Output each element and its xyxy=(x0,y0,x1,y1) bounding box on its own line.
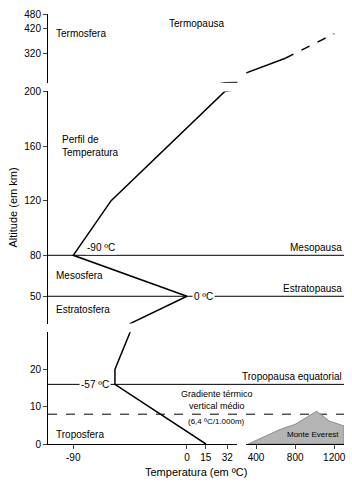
svg-text:Tropopausa equatorial: Tropopausa equatorial xyxy=(242,371,342,382)
svg-text:15: 15 xyxy=(200,452,212,463)
svg-text:-90: -90 xyxy=(66,452,81,463)
svg-text:160: 160 xyxy=(24,141,41,152)
svg-text:10: 10 xyxy=(30,401,42,412)
svg-text:420: 420 xyxy=(24,23,41,34)
svg-text:0: 0 xyxy=(35,439,41,450)
svg-text:0 ºC: 0 ºC xyxy=(194,291,213,302)
svg-text:400: 400 xyxy=(248,452,265,463)
svg-text:Termopausa: Termopausa xyxy=(169,18,224,29)
svg-text:Troposfera: Troposfera xyxy=(56,429,104,440)
svg-text:0: 0 xyxy=(184,452,190,463)
svg-text:320: 320 xyxy=(24,48,41,59)
svg-text:50: 50 xyxy=(30,291,42,302)
svg-text:80: 80 xyxy=(30,250,42,261)
svg-text:20: 20 xyxy=(30,364,42,375)
svg-text:Termosfera: Termosfera xyxy=(56,28,106,39)
svg-text:32: 32 xyxy=(222,452,234,463)
svg-text:Gradiente térmicovertical médi: Gradiente térmicovertical médio xyxy=(181,389,253,411)
svg-text:200: 200 xyxy=(24,86,41,97)
svg-text:480: 480 xyxy=(24,9,41,20)
svg-text:Perfil deTemperatura: Perfil deTemperatura xyxy=(62,134,119,158)
svg-text:Mesopausa: Mesopausa xyxy=(290,242,342,253)
svg-text:Estratosfera: Estratosfera xyxy=(56,304,110,315)
svg-text:Monte Everest: Monte Everest xyxy=(287,430,339,439)
svg-text:-57 ºC: -57 ºC xyxy=(81,379,109,390)
svg-text:120: 120 xyxy=(24,195,41,206)
svg-text:(6,4 ºC/1.000m): (6,4 ºC/1.000m) xyxy=(188,417,245,426)
svg-text:800: 800 xyxy=(287,452,304,463)
svg-text:Temperatura (em ºC): Temperatura (em ºC) xyxy=(145,466,247,478)
svg-text:Estratopausa: Estratopausa xyxy=(283,283,342,294)
svg-text:1200: 1200 xyxy=(323,452,346,463)
svg-text:Mesosfera: Mesosfera xyxy=(56,270,103,281)
svg-text:Altitude (em km): Altitude (em km) xyxy=(7,167,19,247)
svg-text:-90 ºC: -90 ºC xyxy=(87,242,115,253)
